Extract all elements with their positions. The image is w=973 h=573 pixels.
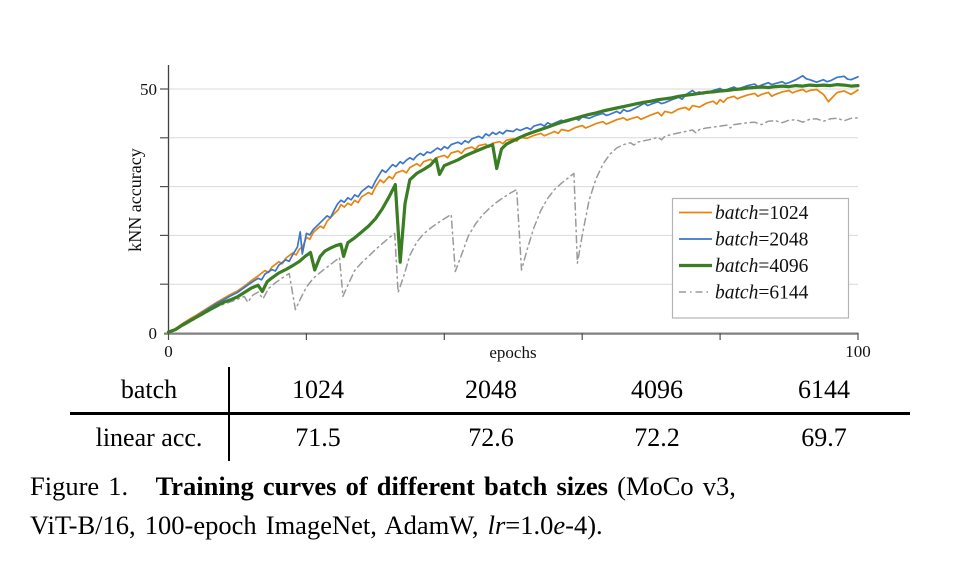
axes — [160, 65, 859, 340]
table-batch-2048: 2048 — [406, 367, 576, 415]
caption-segment: lr — [487, 510, 506, 540]
table-acc-1024: 71.5 — [295, 423, 341, 452]
x-tick-label-100: 100 — [845, 342, 871, 361]
series-line-batch-2048 — [167, 74, 859, 333]
table-acc-6144: 69.7 — [801, 423, 847, 452]
table-batch-6144: 6144 — [738, 367, 910, 415]
tick-labels: 0 50 0 100 — [140, 80, 871, 361]
caption-segment: e — [553, 510, 566, 540]
caption-segment: Training curves of different batch sizes — [155, 471, 608, 501]
caption-segment — [128, 471, 155, 501]
legend-box — [671, 197, 850, 319]
caption-segment: Figure 1. — [30, 471, 129, 501]
table-batch-4096: 4096 — [576, 367, 738, 415]
caption-segment: =1.0 — [505, 510, 554, 540]
legend-label-batch-4096: batch=4096 — [715, 256, 809, 277]
y-axis-label: kNN accuracy — [125, 148, 145, 251]
y-tick-label-50: 50 — [140, 80, 157, 99]
table-acc-4096: 72.2 — [634, 423, 680, 452]
table-batch-1024: 1024 — [230, 367, 406, 415]
caption-segment: (MoCo v3, — [607, 471, 736, 501]
x-tick-label-0: 0 — [164, 342, 173, 361]
table-header-batch: batch — [70, 367, 230, 415]
table-acc-2048: 72.6 — [468, 423, 514, 452]
series-lines — [166, 74, 860, 334]
legend-label-batch-1024: batch=1024 — [715, 203, 809, 224]
results-table: batch 1024 2048 4096 6144 linear acc. 71… — [70, 367, 910, 461]
series-line-batch-4096 — [166, 82, 860, 334]
legend-label-batch-6144: batch=6144 — [715, 283, 809, 304]
caption-segment: -4). — [565, 510, 603, 540]
y-tick-label-0: 0 — [149, 324, 158, 343]
figure-caption: Figure 1. Training curves of different b… — [30, 467, 970, 545]
table-header-linear-acc: linear acc. — [70, 415, 230, 461]
legend-label-batch-2048: batch=2048 — [715, 230, 808, 251]
legend: batch=1024 batch=2048 batch=4096 batch=6144 — [671, 197, 850, 319]
caption-segment: ViT-B/16, 100-epoch ImageNet, AdamW, — [30, 510, 488, 540]
x-axis-label: epochs — [489, 343, 536, 362]
